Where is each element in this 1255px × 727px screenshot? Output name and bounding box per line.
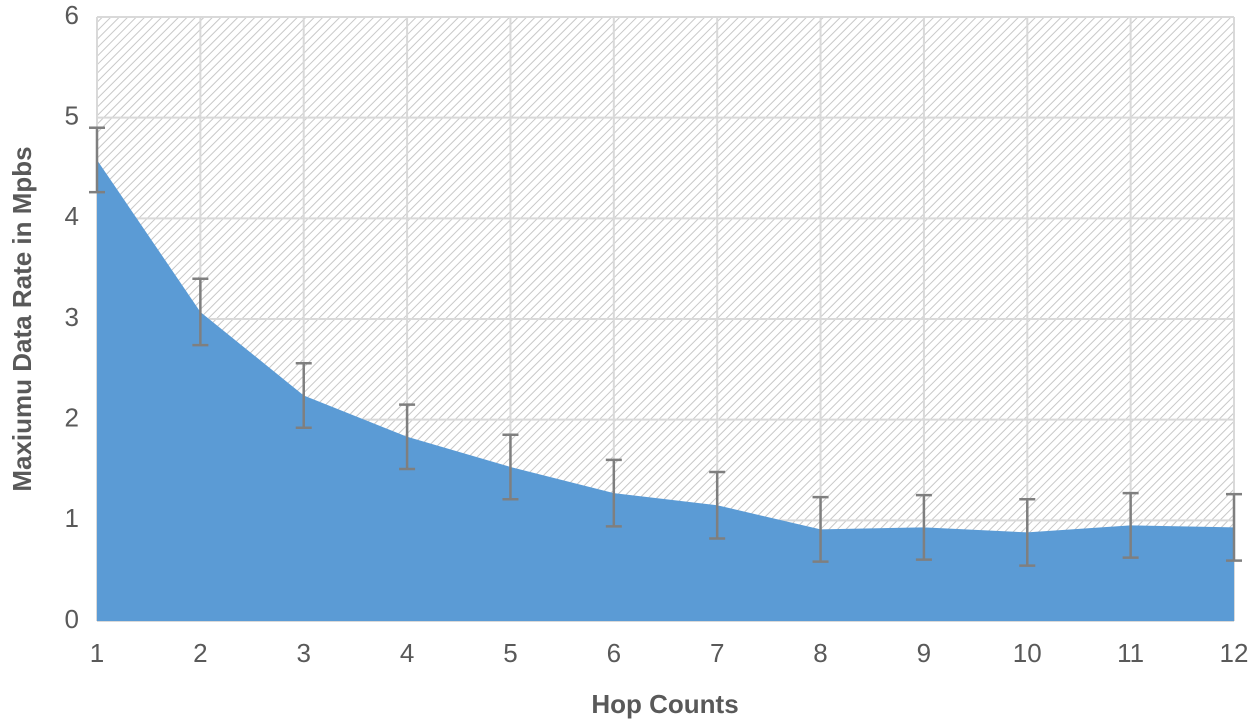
y-tick-label: 3: [65, 302, 79, 332]
x-tick-label: 12: [1220, 638, 1249, 668]
x-tick-label: 6: [607, 638, 621, 668]
error-bar: [1019, 497, 1036, 567]
error-bar: [295, 362, 312, 429]
error-bar: [915, 493, 932, 561]
y-tick-label: 1: [65, 503, 79, 533]
y-axis-title: Maxiumu Data Rate in Mpbs: [7, 146, 37, 491]
x-tick-label: 2: [193, 638, 207, 668]
y-tick-label: 2: [65, 403, 79, 433]
y-tick-label: 5: [65, 101, 79, 131]
x-tick-label: 4: [400, 638, 414, 668]
error-bar: [502, 433, 519, 501]
x-tick-label: 1: [90, 638, 104, 668]
x-tick-label: 10: [1013, 638, 1042, 668]
x-tick-label: 5: [503, 638, 517, 668]
error-bar: [812, 495, 829, 563]
x-tick-label: 11: [1117, 638, 1144, 668]
error-bar: [89, 126, 105, 194]
error-bar: [709, 470, 726, 540]
error-bar: [605, 458, 622, 528]
x-axis-title: Hop Counts: [591, 689, 738, 719]
y-tick-label: 6: [65, 0, 79, 30]
error-bar: [1122, 491, 1139, 559]
y-tick-label: 0: [65, 604, 79, 634]
error-bar: [399, 403, 416, 471]
y-tick-label: 4: [65, 201, 79, 231]
x-tick-label: 9: [917, 638, 931, 668]
x-tick-label: 3: [296, 638, 310, 668]
x-tick-label: 7: [710, 638, 724, 668]
error-bar: [192, 277, 209, 347]
error-bar: [1226, 492, 1242, 562]
x-tick-label: 8: [813, 638, 827, 668]
area: [97, 159, 1234, 622]
